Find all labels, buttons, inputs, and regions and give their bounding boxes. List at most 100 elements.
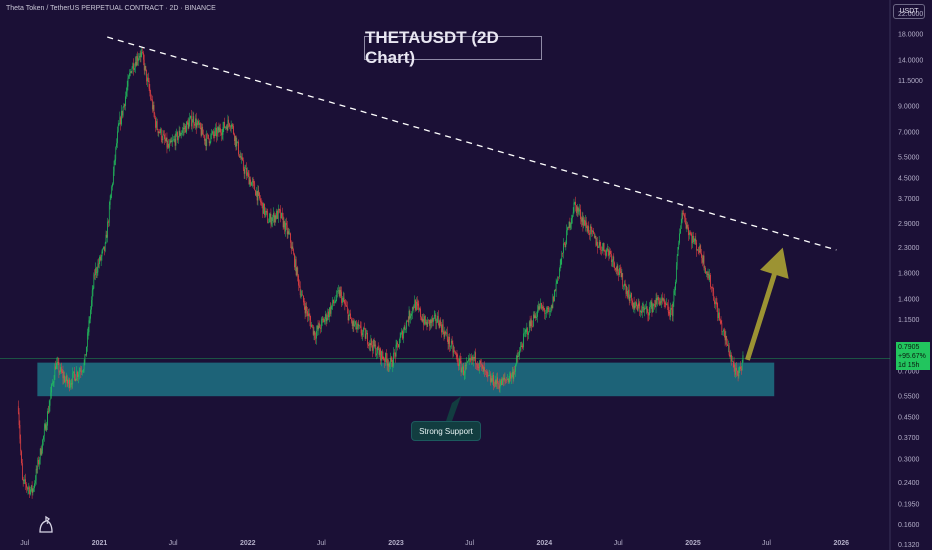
candle-body [450, 340, 452, 347]
candle-body [512, 371, 514, 379]
candle-body [444, 331, 446, 337]
candle-body [147, 77, 148, 82]
candle-body [727, 345, 729, 347]
candle-body [484, 367, 485, 371]
candle-body [56, 363, 57, 369]
candle-body [720, 321, 722, 324]
candle-body [331, 305, 333, 307]
candle-body [91, 290, 93, 301]
candle-body [347, 309, 349, 321]
candle-body [537, 310, 538, 317]
candle-body [315, 337, 316, 339]
candle-body [403, 331, 404, 339]
candle-body [256, 191, 258, 201]
candle-body [613, 256, 615, 263]
candle-body [151, 99, 152, 100]
candle-body [621, 273, 623, 277]
candle-body [523, 333, 524, 348]
tradingview-logo-icon[interactable] [38, 515, 54, 533]
candle-body [204, 139, 206, 141]
candle-body [132, 63, 134, 69]
candle-body [429, 320, 431, 326]
candle-body [233, 126, 234, 135]
candle-body [674, 290, 676, 292]
candle-body [356, 327, 358, 329]
candle-body [597, 246, 599, 248]
candle-body [60, 367, 62, 372]
candle-body [610, 251, 611, 255]
candle-body [684, 217, 686, 224]
candle-body [156, 121, 158, 130]
candle-body [405, 328, 407, 330]
candle-body [576, 207, 578, 214]
candle-body [662, 298, 664, 301]
candle-body [316, 326, 318, 332]
candle-body [310, 320, 312, 328]
candle-body [289, 233, 290, 234]
candle-body [455, 353, 457, 355]
candle-body [468, 358, 470, 360]
candle-body [382, 356, 384, 360]
candle-body [36, 468, 38, 470]
candle-body [682, 212, 684, 214]
candle-body [158, 131, 160, 134]
candle-body [196, 123, 198, 128]
candle-body [543, 308, 545, 310]
currency-selector[interactable]: USDT [893, 4, 925, 19]
candle-body [234, 134, 235, 142]
candle-body [585, 220, 587, 227]
candle-body [208, 134, 209, 139]
candle-body [688, 232, 690, 236]
y-tick-label: 3.7000 [898, 196, 920, 203]
candle-body [696, 242, 697, 251]
candle-body [459, 358, 461, 362]
candle-body [630, 292, 632, 297]
candle-body [687, 224, 689, 228]
candle-body [276, 210, 277, 219]
candle-body [675, 281, 676, 291]
candle-body [593, 233, 595, 238]
candle-body [288, 231, 290, 234]
candle-body [394, 353, 396, 357]
candle-body [599, 241, 601, 246]
candle-body [418, 305, 420, 310]
candle-body [82, 371, 83, 372]
candle-body [638, 303, 640, 307]
candle-body [355, 321, 356, 325]
candle-body [437, 315, 438, 323]
candle-body [567, 227, 568, 231]
candle-body [390, 357, 392, 360]
candle-body [644, 308, 646, 310]
candle-body [498, 383, 499, 385]
candle-body [35, 468, 37, 481]
candle-body [406, 320, 407, 329]
candle-body [57, 361, 59, 363]
candle-body [724, 331, 726, 341]
candle-body [95, 268, 97, 273]
candle-body [609, 251, 611, 256]
candle-body [390, 357, 391, 364]
candle-body [505, 379, 507, 381]
candle-body [156, 121, 157, 128]
candle-body [641, 307, 643, 313]
candle-body [481, 363, 482, 365]
candle-body [397, 342, 399, 345]
candle-body [489, 375, 491, 382]
candle-body [471, 356, 472, 361]
candle-body [237, 141, 238, 143]
candle-body [329, 307, 330, 318]
candle-body [265, 211, 267, 212]
candle-body [716, 302, 718, 308]
candle-body [666, 303, 667, 306]
candle-body [432, 318, 433, 322]
candle-body [403, 326, 405, 332]
candle-body [168, 143, 169, 148]
y-tick-label: 0.1600 [898, 522, 920, 529]
candle-body [118, 123, 120, 126]
candle-body [176, 132, 178, 133]
candle-body [704, 267, 706, 269]
candle-body [50, 392, 52, 400]
candle-body [719, 319, 721, 322]
candle-body [563, 243, 565, 245]
